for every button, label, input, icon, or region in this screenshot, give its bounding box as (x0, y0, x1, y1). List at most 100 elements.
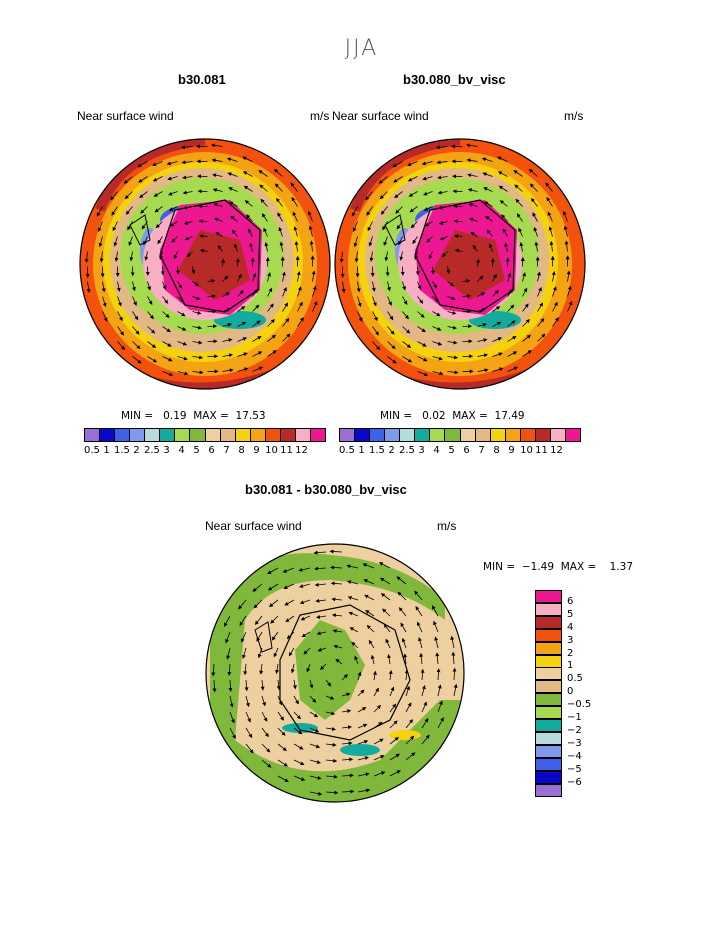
wind-vector-arrow (533, 226, 538, 237)
wind-vector-arrow (492, 321, 502, 327)
colorbar-tick-label: 1 (358, 445, 365, 456)
wind-vector-arrow (261, 759, 272, 768)
wind-vector-arrow (341, 692, 351, 697)
wind-vector-arrow (268, 599, 279, 608)
wind-vector-arrow (522, 272, 526, 282)
wind-vector-arrow (242, 156, 253, 162)
colorbar-swatch (205, 429, 221, 441)
wind-vector-arrow (504, 242, 509, 252)
colorbar-tick-label: 12 (295, 445, 308, 456)
colorbar-panel-1-ticks: 0.5 1 1.5 2 2.5 3 4 5 6 7 8 9 10 11 12 (84, 445, 309, 456)
colorbar-swatch (145, 429, 161, 441)
wind-vector-arrow (567, 285, 572, 297)
colorbar-tick-label: 5 (448, 445, 455, 456)
wind-vector-arrow (405, 685, 411, 697)
wind-vector-arrow (518, 227, 523, 237)
wind-vector-arrow (415, 606, 423, 617)
wind-vector-arrow (330, 565, 343, 570)
wind-vector-arrow (353, 236, 358, 248)
wind-vector-arrow (245, 743, 254, 754)
wind-vector-arrow (293, 759, 305, 766)
map-panel-diff (206, 544, 464, 802)
wind-vector-arrow (226, 647, 231, 660)
wind-vector-arrow (331, 613, 343, 618)
wind-vector-arrow (436, 668, 441, 681)
wind-vector-arrow (309, 775, 322, 780)
wind-vector-arrow (354, 655, 359, 665)
wind-vector-arrow (276, 197, 283, 207)
colorbar-tick-label: 11 (280, 445, 293, 456)
wind-vector-arrow (352, 221, 358, 232)
colorbar-swatch (490, 429, 506, 441)
wind-vectors-panel-2 (339, 143, 573, 377)
colorbar-swatch (550, 429, 566, 441)
wind-vector-arrow (341, 725, 352, 730)
colorbar-diff-swatch (535, 641, 562, 655)
wind-vector-arrow (325, 742, 337, 747)
wind-vector-arrow (228, 187, 238, 192)
wind-vector-arrow (563, 225, 568, 237)
wind-vector-arrow (229, 201, 238, 207)
wind-vector-arrow (423, 206, 433, 211)
colorbar-tick-label: 1 (103, 445, 110, 456)
wind-vector-arrow (243, 663, 248, 676)
wind-vector-arrow (229, 695, 234, 708)
wind-vector-arrow (394, 191, 403, 199)
wind-vector-arrow (372, 296, 377, 307)
colorbar-diff-tick-label: −1 (567, 712, 582, 723)
colorbar-diff-tick-label: 0.5 (567, 673, 583, 685)
wind-vector-arrow (230, 215, 238, 222)
wind-vector-arrow (492, 290, 499, 297)
colorbar-diff-swatch (535, 744, 562, 758)
wind-vector-arrow (282, 317, 290, 327)
colorbar-diff-tick-label: −0.5 (567, 699, 592, 711)
wind-vector-arrow (357, 707, 367, 713)
wind-vector-arrow (147, 296, 153, 305)
wind-vector-arrow (264, 242, 269, 252)
wind-vector-arrow (242, 647, 247, 659)
wind-vector-arrow (507, 272, 512, 282)
wind-vector-arrow (362, 563, 375, 569)
wind-vector-arrow (348, 611, 359, 617)
wind-vector-arrow (252, 335, 262, 342)
wind-vector-arrow (316, 631, 327, 636)
colorbar-swatch (235, 429, 251, 441)
wind-vector-arrow (507, 320, 516, 327)
wind-vector-arrow (99, 251, 104, 263)
wind-vector-arrow (372, 311, 378, 322)
wind-vector-arrow (253, 599, 263, 609)
wind-vector-arrow (237, 352, 248, 357)
wind-vector-arrow (432, 356, 443, 361)
wind-vector-arrow (447, 355, 459, 360)
wind-vector-arrow (402, 281, 406, 291)
wind-vector-arrow (484, 201, 493, 207)
wind-vector-arrow (162, 326, 171, 333)
wind-vector-arrow (519, 242, 524, 252)
colorbar-swatch (415, 429, 431, 441)
wind-vector-arrow (469, 217, 478, 222)
wind-vector-arrow (267, 567, 279, 574)
wind-vector-arrow (123, 176, 133, 184)
wind-vector-arrow (267, 334, 277, 342)
wind-vector-arrow (537, 333, 546, 342)
wind-vector-arrow (325, 758, 338, 763)
colorbar-tick-label: 1.5 (369, 445, 385, 456)
wind-vector-arrow (112, 221, 118, 232)
wind-vector-arrow (325, 711, 336, 716)
wind-vector-arrow (402, 296, 408, 305)
colorbar-tick-label: 6 (463, 445, 470, 456)
wind-vector-arrow (147, 281, 151, 291)
wind-vector-arrow (192, 340, 203, 345)
wind-vector-arrow (261, 695, 266, 707)
wind-vector-arrow (212, 679, 217, 693)
wind-vector-arrow (354, 251, 359, 263)
wind-vector-arrow (397, 591, 407, 601)
wind-vector-arrow (235, 258, 240, 267)
wind-vector-arrow (222, 353, 233, 358)
wind-vector-arrow (387, 341, 396, 350)
colorbar-diff-tick-label: 3 (567, 634, 574, 646)
colorbar-tick-label: 7 (223, 445, 230, 456)
wind-vector-arrow (184, 236, 193, 241)
colorbar-swatch (160, 429, 176, 441)
